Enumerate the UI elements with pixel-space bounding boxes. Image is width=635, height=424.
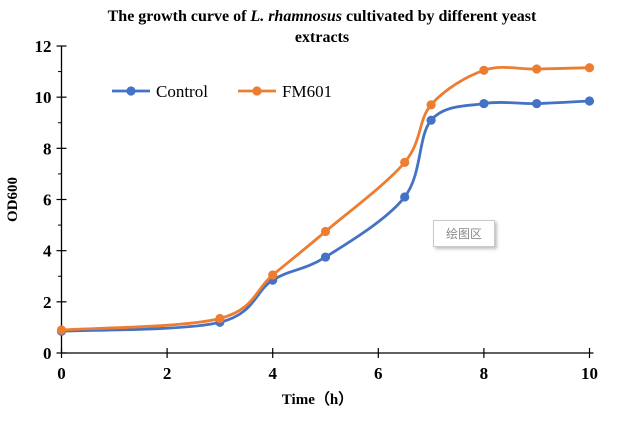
y-tick-label: 2 — [43, 293, 52, 312]
series-line-control[interactable] — [60, 99, 591, 333]
data-point-control-9[interactable] — [532, 98, 542, 109]
legend-label: Control — [156, 82, 208, 101]
y-tick-label: 4 — [43, 242, 52, 261]
data-point-fm601-3[interactable] — [215, 313, 225, 324]
data-point-fm601-6.5[interactable] — [400, 157, 410, 168]
data-point-fm601-9[interactable] — [532, 64, 542, 74]
data-point-fm601-5[interactable] — [320, 226, 331, 237]
y-axis-title: OD600 — [5, 177, 21, 222]
y-tick-label: 10 — [35, 88, 52, 107]
data-point-fm601-4[interactable] — [268, 270, 278, 280]
x-tick-label: 2 — [163, 364, 172, 383]
chart-title-text: The growth curve of — [107, 8, 251, 25]
x-tick-label: 0 — [57, 364, 66, 383]
legend-item-fm601[interactable]: FM601 — [238, 82, 332, 101]
data-point-control-8[interactable] — [479, 98, 489, 109]
data-point-control-7[interactable] — [426, 115, 436, 125]
data-point-fm601-8[interactable] — [479, 65, 489, 75]
data-point-fm601-7[interactable] — [426, 100, 436, 110]
legend-label: FM601 — [282, 82, 332, 101]
chart-title: The growth curve of L. rhamnosus cultiva… — [102, 6, 542, 48]
x-tick-label: 4 — [268, 364, 277, 383]
legend-marker — [252, 86, 262, 96]
x-tick-label: 8 — [480, 364, 489, 383]
data-point-control-5[interactable] — [320, 252, 331, 262]
data-point-control-6.5[interactable] — [400, 192, 410, 202]
x-tick-label: 10 — [581, 364, 598, 383]
plot-area-tooltip: 绘图区 — [433, 220, 496, 247]
data-point-control-10[interactable] — [584, 96, 595, 106]
legend-marker — [126, 86, 136, 96]
chart-title-italic-species: L. rhamnosus — [250, 8, 343, 25]
y-tick-label: 0 — [43, 344, 52, 363]
chart-title-suffix: cultivated by different yeast extracts — [294, 8, 537, 46]
x-tick-label: 6 — [374, 364, 383, 383]
x-axis-title: Time（h） — [282, 390, 353, 408]
data-point-fm601-0[interactable] — [56, 325, 67, 335]
y-tick-label: 12 — [35, 37, 52, 56]
y-tick-label: 8 — [43, 139, 52, 158]
series-line-fm601[interactable] — [60, 65, 591, 332]
data-point-fm601-10[interactable] — [584, 63, 595, 73]
legend-item-control[interactable]: Control — [112, 82, 208, 101]
y-tick-label: 6 — [43, 191, 52, 210]
